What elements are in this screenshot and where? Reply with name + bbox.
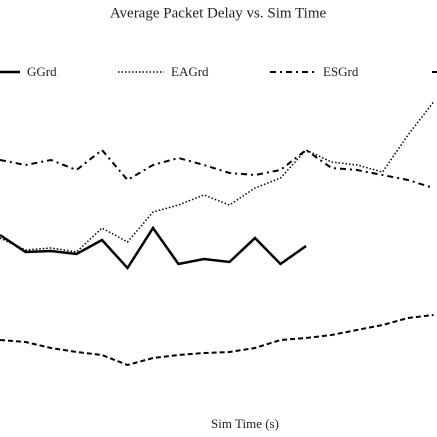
line-series xyxy=(0,101,435,253)
legend-label: ESGrd xyxy=(323,64,359,79)
line-series xyxy=(0,314,434,367)
chart-title: Average Packet Delay vs. Sim Time xyxy=(110,5,327,21)
line-series xyxy=(0,148,434,189)
x-axis-label: Sim Time (s) xyxy=(211,416,279,431)
legend-label: GGrd xyxy=(27,64,57,79)
legend-label: EAGrd xyxy=(171,64,209,79)
line-series xyxy=(0,225,307,271)
